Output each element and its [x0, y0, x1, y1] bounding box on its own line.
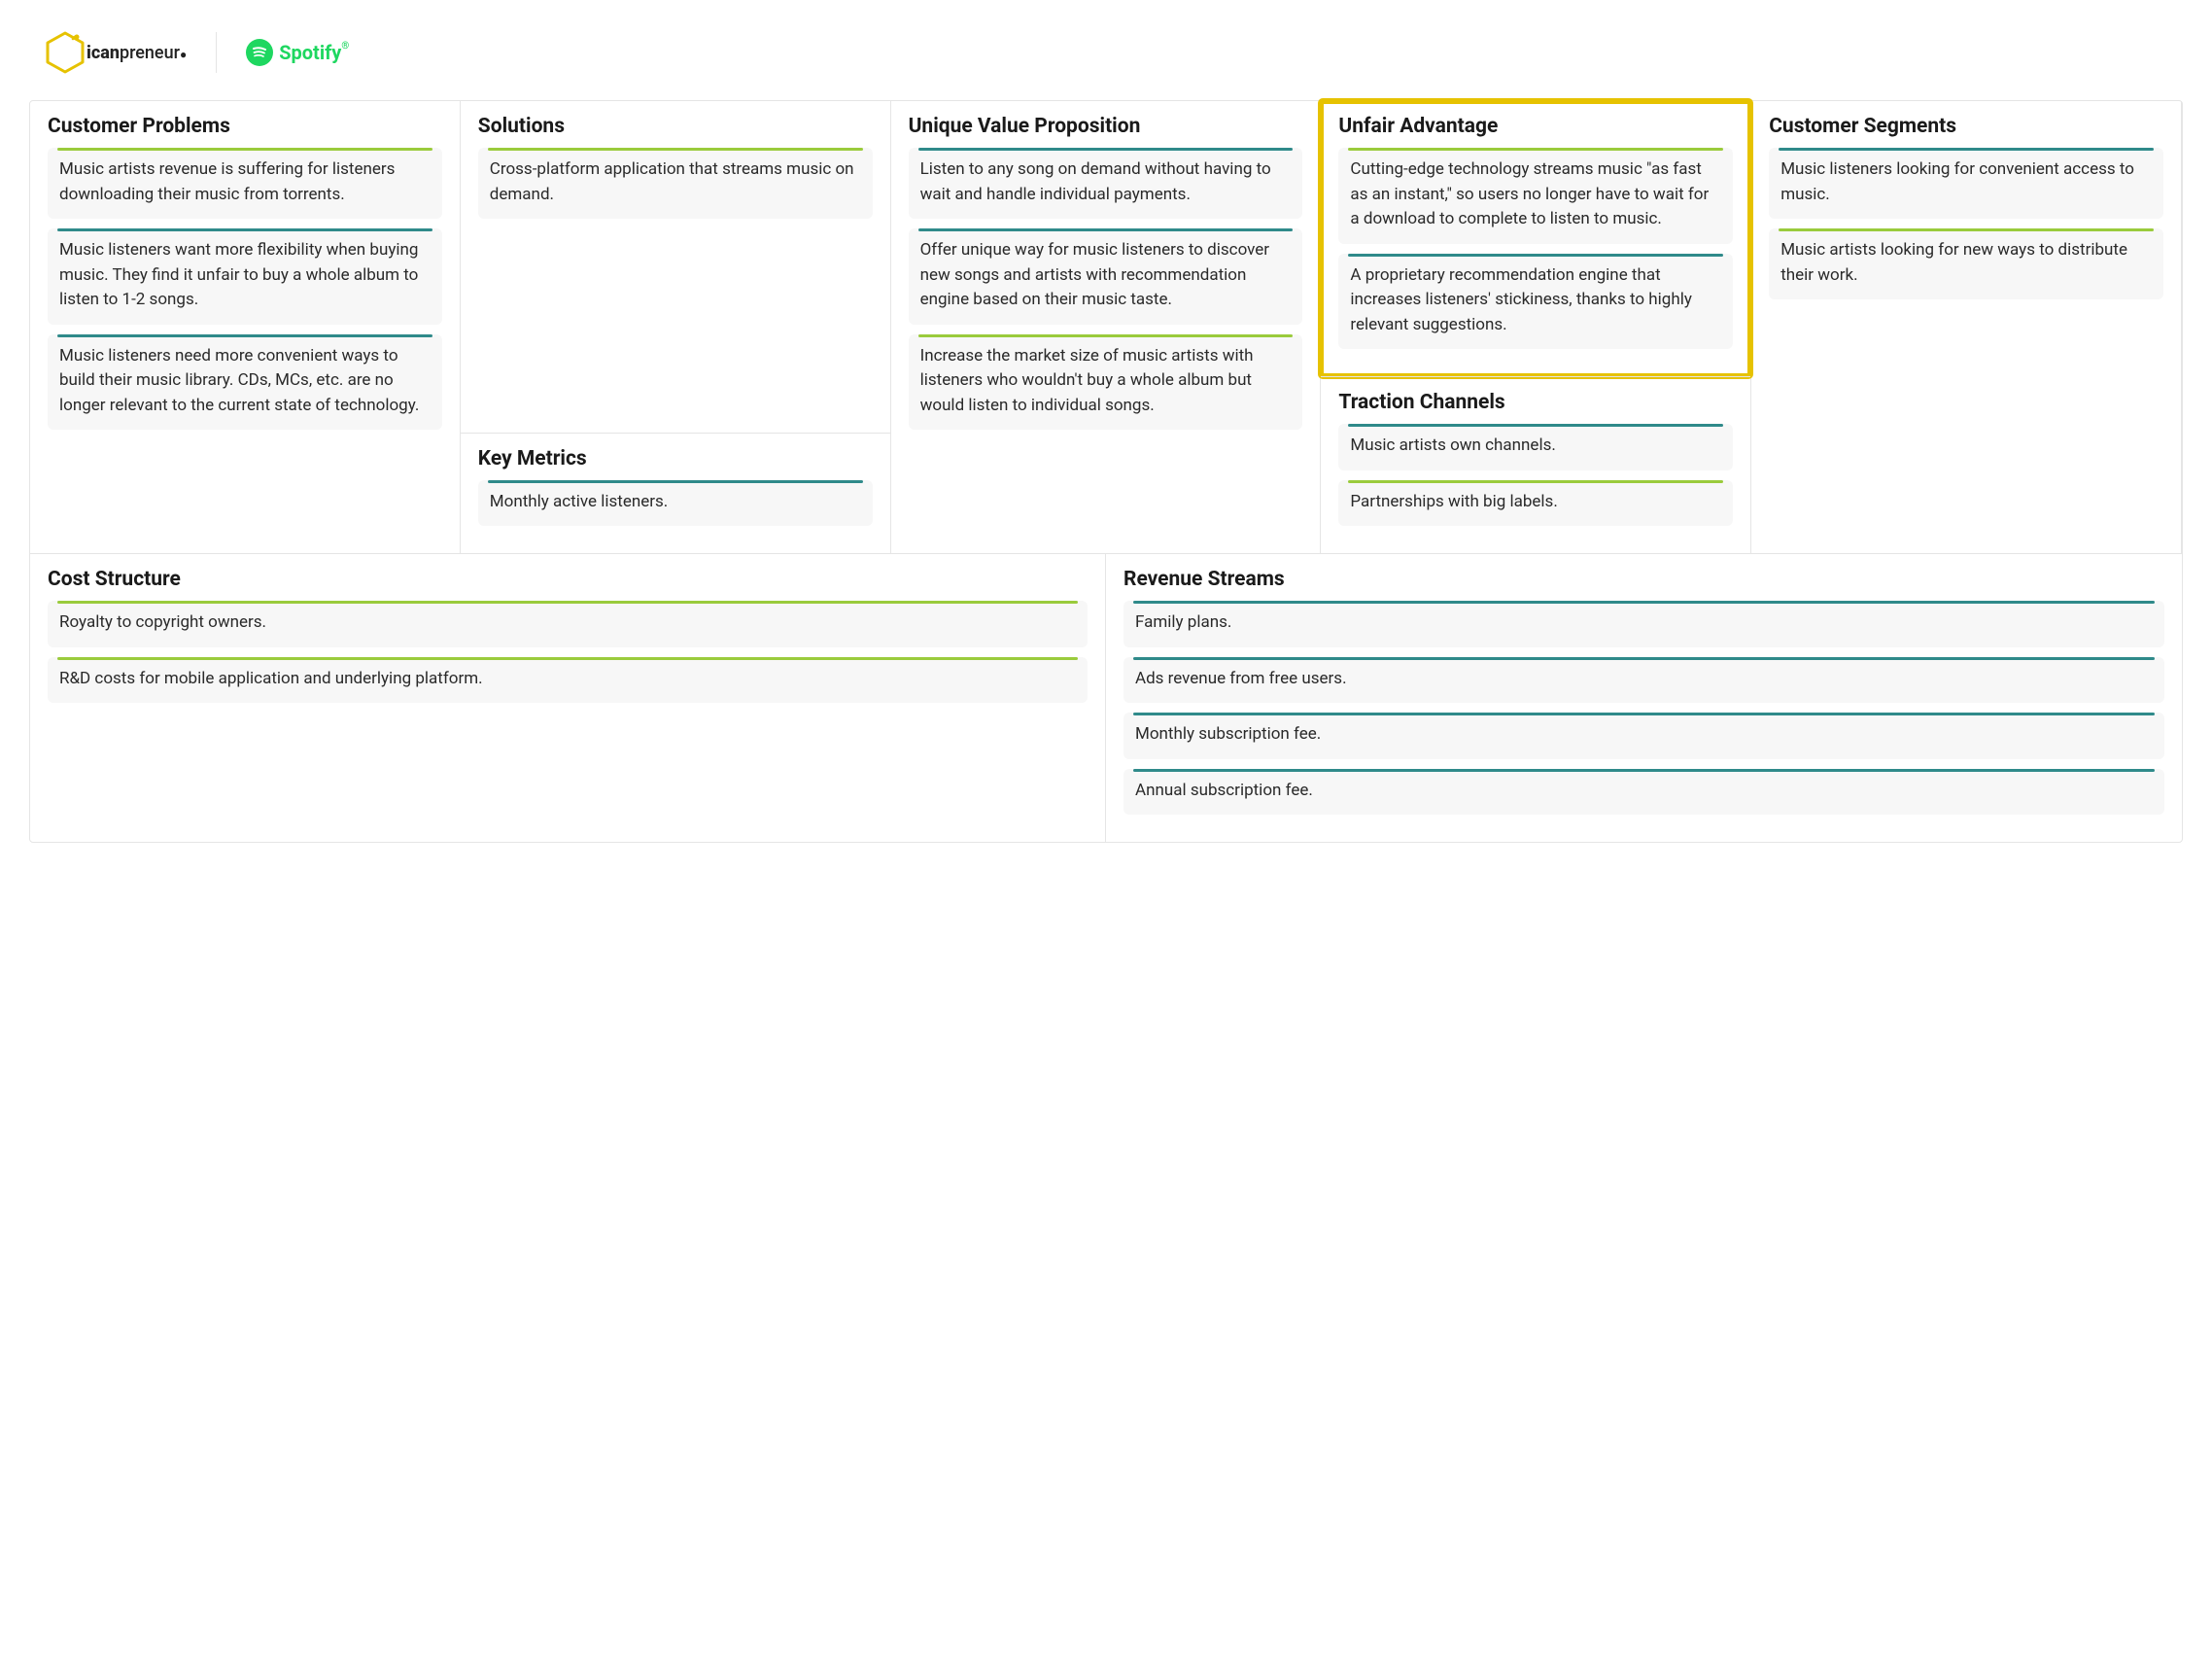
section-customer-problems: Customer Problems Music artists revenue i…: [30, 101, 460, 457]
revenue-streams-card-1: Ads revenue from free users.: [1123, 657, 2164, 704]
solutions-card-0: Cross-platform application that streams …: [478, 148, 873, 219]
unique-value-proposition-card-2: Increase the market size of music artist…: [909, 334, 1303, 431]
section-key-metrics: Key Metrics Monthly active listeners.: [461, 433, 890, 554]
traction-channels-card-0: Music artists own channels.: [1338, 424, 1733, 470]
customer-segments-card-0: Music listeners looking for convenient a…: [1769, 148, 2163, 219]
section-title-traction-channels: Traction Channels: [1338, 391, 1733, 414]
cost-structure-card-0: Royalty to copyright owners.: [48, 601, 1088, 647]
lean-canvas: Customer Problems Music artists revenue i…: [29, 100, 2183, 843]
revenue-streams-card-0: Family plans.: [1123, 601, 2164, 647]
customer-problems-card-0: Music artists revenue is suffering for l…: [48, 148, 442, 219]
hexagon-icon: [44, 29, 86, 76]
section-revenue-streams: Revenue Streams Family plans. Ads revenue …: [1106, 554, 2182, 842]
cost-structure-card-1: R&D costs for mobile application and und…: [48, 657, 1088, 704]
unfair-advantage-card-0: Cutting-edge technology streams music "a…: [1338, 148, 1733, 244]
unique-value-proposition-card-1: Offer unique way for music listeners to …: [909, 228, 1303, 325]
canvas-column: Customer Problems Music artists revenue i…: [30, 101, 461, 553]
section-title-solutions: Solutions: [478, 115, 873, 138]
section-title-cost-structure: Cost Structure: [48, 568, 1088, 591]
section-title-unique-value-proposition: Unique Value Proposition: [909, 115, 1303, 138]
logo-spotify: Spotify®: [246, 39, 349, 66]
customer-segments-card-1: Music artists looking for new ways to di…: [1769, 228, 2163, 299]
section-title-customer-problems: Customer Problems: [48, 115, 442, 138]
section-title-unfair-advantage: Unfair Advantage: [1338, 115, 1733, 138]
canvas-column: Solutions Cross-platform application that…: [461, 101, 891, 553]
key-metrics-card-0: Monthly active listeners.: [478, 480, 873, 527]
customer-problems-card-1: Music listeners want more flexibility wh…: [48, 228, 442, 325]
revenue-streams-card-2: Monthly subscription fee.: [1123, 713, 2164, 759]
section-traction-channels: Traction Channels Music artists own chann…: [1321, 376, 1750, 553]
header-divider: [216, 32, 217, 73]
section-title-key-metrics: Key Metrics: [478, 447, 873, 470]
header: icanpreneur● Spotify®: [29, 19, 2183, 100]
logo-spotify-text: Spotify®: [279, 41, 349, 64]
logo-icanpreneur-text: icanpreneur●: [86, 43, 187, 63]
canvas-bottom-row: Cost Structure Royalty to copyright owner…: [30, 553, 2182, 842]
section-cost-structure: Cost Structure Royalty to copyright owner…: [30, 554, 1106, 842]
customer-problems-card-2: Music listeners need more convenient way…: [48, 334, 442, 431]
logo-icanpreneur: icanpreneur●: [44, 29, 187, 76]
section-customer-segments: Customer Segments Music listeners looking…: [1751, 101, 2181, 327]
revenue-streams-card-3: Annual subscription fee.: [1123, 769, 2164, 816]
section-title-revenue-streams: Revenue Streams: [1123, 568, 2164, 591]
section-unfair-advantage: Unfair Advantage Cutting-edge technology …: [1321, 101, 1750, 376]
section-solutions: Solutions Cross-platform application that…: [461, 101, 890, 433]
traction-channels-card-1: Partnerships with big labels.: [1338, 480, 1733, 527]
unique-value-proposition-card-0: Listen to any song on demand without hav…: [909, 148, 1303, 219]
canvas-column: Customer Segments Music listeners looking…: [1751, 101, 2182, 553]
canvas-column: Unfair Advantage Cutting-edge technology …: [1321, 101, 1751, 553]
section-unique-value-proposition: Unique Value Proposition Listen to any so…: [891, 101, 1321, 457]
section-title-customer-segments: Customer Segments: [1769, 115, 2163, 138]
canvas-column: Unique Value Proposition Listen to any so…: [891, 101, 1322, 553]
unfair-advantage-card-1: A proprietary recommendation engine that…: [1338, 254, 1733, 350]
spotify-icon: [246, 39, 273, 66]
